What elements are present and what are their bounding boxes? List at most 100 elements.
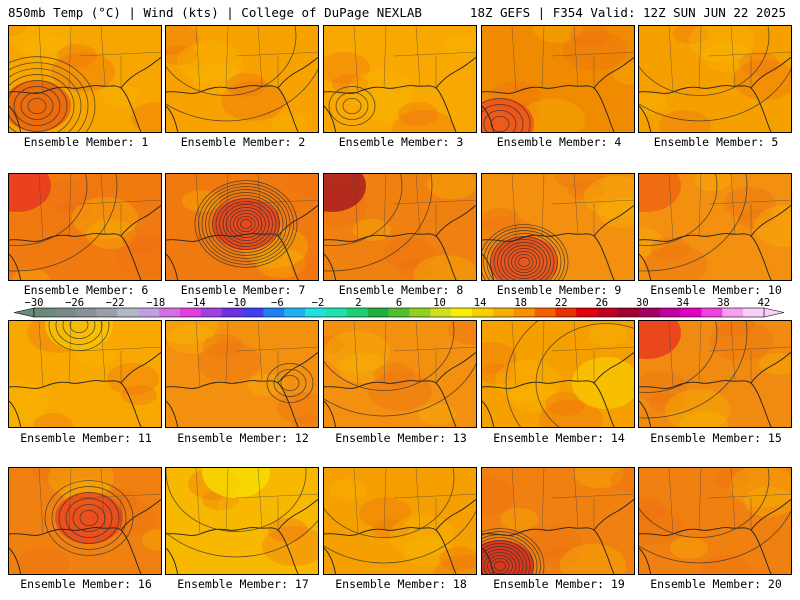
state-border bbox=[68, 26, 72, 89]
contour-line bbox=[166, 519, 318, 558]
temperature-field bbox=[324, 26, 476, 132]
colorbar-swatch bbox=[701, 308, 723, 317]
contour-line bbox=[483, 110, 517, 132]
temperature-patch bbox=[397, 259, 433, 279]
ensemble-map-panel bbox=[638, 173, 792, 281]
contour-line bbox=[490, 115, 510, 132]
state-border bbox=[730, 321, 736, 382]
state-border bbox=[225, 321, 229, 384]
temperature-patch bbox=[262, 526, 318, 566]
colorbar-tick-label: −30 bbox=[25, 297, 44, 309]
temperature-patch bbox=[442, 34, 476, 56]
contour-line bbox=[194, 180, 298, 268]
contour-line bbox=[55, 321, 103, 345]
state-border bbox=[708, 199, 791, 205]
contour-line bbox=[198, 183, 294, 265]
state-border bbox=[195, 26, 201, 93]
coastline bbox=[750, 351, 791, 384]
temperature-patch bbox=[256, 248, 306, 278]
colorbar-swatch bbox=[326, 308, 348, 317]
temperature-colorbar: −30 −26 −22 −18 −14 −10 −6 −2 2 6 10 14 18 22 26 30 34 38… bbox=[13, 297, 785, 318]
state-border bbox=[100, 468, 106, 529]
state-border bbox=[573, 468, 579, 529]
temperature-patch bbox=[639, 371, 687, 403]
coastline bbox=[324, 253, 337, 280]
temperature-patch bbox=[700, 555, 752, 574]
state-border bbox=[708, 493, 791, 499]
contour-line bbox=[483, 552, 517, 574]
contour-line bbox=[639, 26, 770, 96]
temperature-patch bbox=[545, 392, 585, 416]
temperature-map bbox=[482, 26, 634, 132]
ensemble-map-panel bbox=[8, 467, 162, 575]
temperature-patch bbox=[191, 63, 241, 93]
coastline bbox=[324, 400, 337, 427]
state-border bbox=[668, 174, 674, 241]
temperature-patch bbox=[482, 364, 515, 384]
contour-line bbox=[233, 212, 259, 236]
state-border bbox=[668, 26, 674, 93]
contour-line bbox=[48, 321, 110, 351]
state-border bbox=[383, 468, 387, 531]
contour-line bbox=[518, 256, 530, 268]
temperature-field bbox=[324, 468, 476, 574]
state-border bbox=[511, 321, 517, 388]
ensemble-member-label: Ensemble Member: 9 bbox=[496, 283, 622, 297]
colorbar-tick-label: 26 bbox=[595, 297, 608, 309]
temperature-patch bbox=[48, 468, 114, 499]
contour-line bbox=[62, 321, 96, 339]
contour-line bbox=[240, 218, 252, 230]
coastline bbox=[120, 56, 161, 89]
state-border bbox=[195, 174, 201, 241]
coastline bbox=[435, 56, 476, 89]
temperature-patch bbox=[413, 255, 476, 280]
state-border bbox=[551, 493, 634, 499]
temperature-patch bbox=[509, 382, 559, 412]
temperature-patch bbox=[291, 414, 318, 427]
colorbar-swatch bbox=[472, 308, 494, 317]
contour-line bbox=[482, 537, 534, 574]
temperature-field bbox=[324, 321, 476, 427]
warm-anomaly bbox=[9, 80, 71, 132]
temperature-patch bbox=[232, 508, 282, 538]
state-border bbox=[708, 51, 791, 57]
temperature-map bbox=[324, 468, 476, 574]
ensemble-map-panel bbox=[323, 25, 477, 133]
coastline bbox=[639, 400, 652, 427]
temperature-patch bbox=[362, 92, 412, 122]
temperature-patch bbox=[197, 342, 261, 382]
contour-line bbox=[482, 98, 531, 132]
temperature-patch bbox=[324, 335, 344, 355]
contour-line bbox=[266, 363, 314, 403]
ensemble-member-label: Ensemble Member: 14 bbox=[493, 431, 625, 445]
colorbar-swatch bbox=[555, 308, 577, 317]
state-border bbox=[730, 26, 736, 87]
ensemble-member-label: Ensemble Member: 7 bbox=[180, 283, 306, 297]
coastline bbox=[593, 204, 634, 237]
temperature-patch bbox=[373, 519, 409, 539]
contour-line bbox=[27, 97, 47, 115]
contour-line bbox=[482, 543, 527, 574]
colorbar-swatch bbox=[638, 308, 661, 317]
colorbar-swatch bbox=[680, 308, 702, 317]
state-border bbox=[68, 468, 72, 531]
colorbar-swatch bbox=[284, 308, 306, 317]
colorbar-swatch bbox=[597, 308, 619, 317]
temperature-patch bbox=[738, 209, 774, 229]
temperature-patch bbox=[482, 476, 514, 516]
contour-line bbox=[9, 62, 89, 132]
state-border bbox=[353, 174, 359, 241]
contour-line bbox=[486, 230, 562, 280]
contour-line bbox=[205, 189, 287, 259]
contour-line bbox=[342, 97, 362, 115]
state-border bbox=[541, 26, 545, 89]
temperature-patch bbox=[221, 81, 285, 121]
temperature-patch bbox=[324, 331, 390, 373]
state-border bbox=[235, 493, 318, 499]
temperature-patch bbox=[389, 515, 455, 557]
contour-line bbox=[639, 468, 770, 538]
temperature-patch bbox=[166, 45, 197, 65]
ensemble-map-panel bbox=[481, 25, 635, 133]
contour-line bbox=[229, 210, 263, 239]
temperature-patch bbox=[338, 353, 388, 383]
